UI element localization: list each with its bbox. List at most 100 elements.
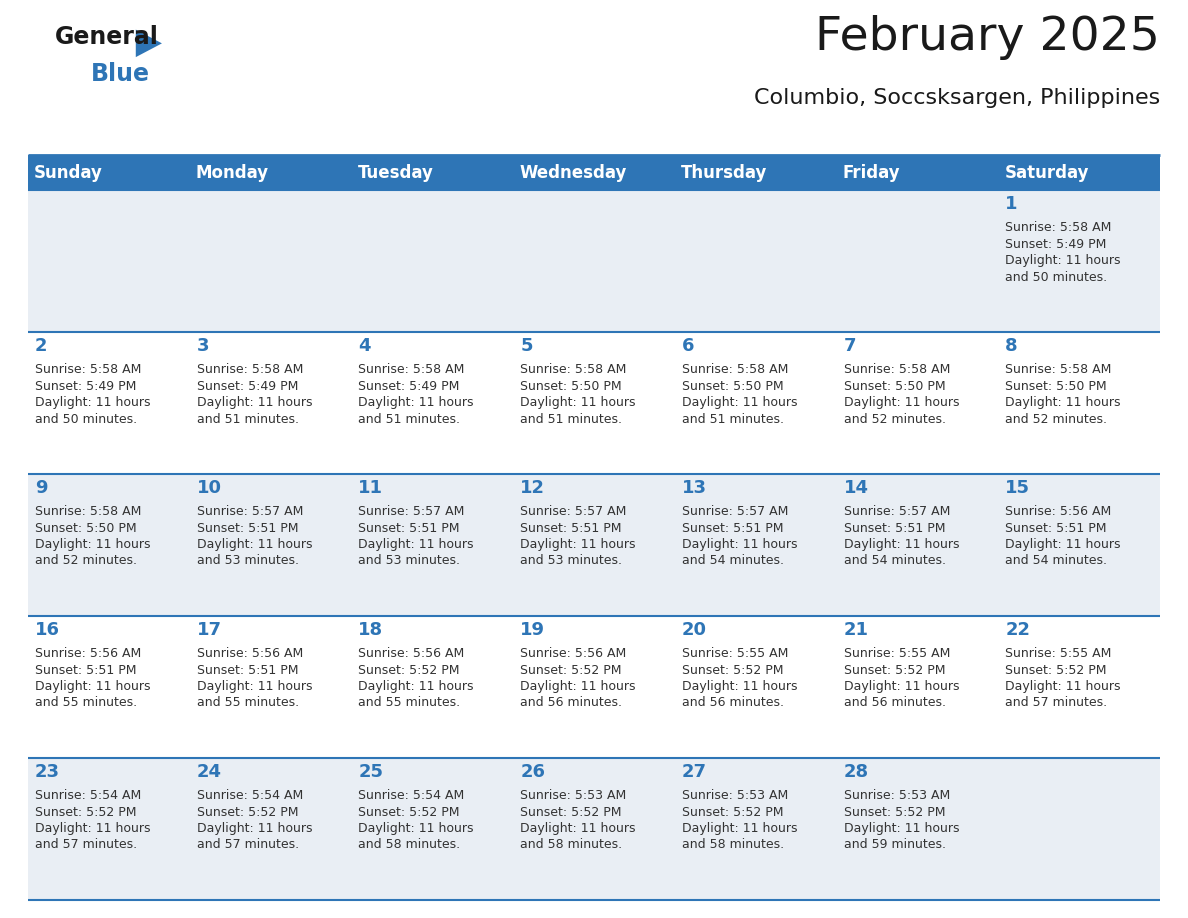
Bar	[836, 332, 998, 474]
Text: 16: 16	[34, 621, 61, 639]
Text: Friday: Friday	[842, 163, 901, 182]
Text: Sunset: 5:49 PM: Sunset: 5:49 PM	[34, 379, 137, 393]
Text: 27: 27	[682, 763, 707, 781]
Text: Daylight: 11 hours: Daylight: 11 hours	[520, 822, 636, 835]
Text: Sunset: 5:52 PM: Sunset: 5:52 PM	[682, 805, 783, 819]
Text: 14: 14	[843, 479, 868, 497]
Text: Sunrise: 5:57 AM: Sunrise: 5:57 AM	[843, 505, 950, 518]
Text: 5: 5	[520, 337, 532, 355]
Text: Daylight: 11 hours: Daylight: 11 hours	[843, 680, 959, 693]
Bar	[513, 616, 675, 758]
Text: Daylight: 11 hours: Daylight: 11 hours	[843, 538, 959, 551]
Text: Sunrise: 5:58 AM: Sunrise: 5:58 AM	[359, 363, 465, 376]
Text: Daylight: 11 hours: Daylight: 11 hours	[1005, 254, 1120, 267]
Bar	[190, 190, 352, 332]
Text: and 57 minutes.: and 57 minutes.	[1005, 697, 1107, 710]
Text: 17: 17	[197, 621, 222, 639]
Bar	[190, 474, 352, 616]
Text: 13: 13	[682, 479, 707, 497]
Text: Thursday: Thursday	[681, 163, 767, 182]
Bar	[513, 190, 675, 332]
Text: 10: 10	[197, 479, 222, 497]
Text: Sunrise: 5:56 AM: Sunrise: 5:56 AM	[1005, 505, 1112, 518]
Text: and 58 minutes.: and 58 minutes.	[520, 838, 623, 852]
Text: Sunrise: 5:58 AM: Sunrise: 5:58 AM	[682, 363, 788, 376]
Bar	[352, 332, 513, 474]
Bar	[352, 190, 513, 332]
Text: and 57 minutes.: and 57 minutes.	[34, 838, 137, 852]
Text: Daylight: 11 hours: Daylight: 11 hours	[359, 396, 474, 409]
Bar	[675, 155, 836, 190]
Bar	[675, 616, 836, 758]
Text: Sunset: 5:49 PM: Sunset: 5:49 PM	[359, 379, 460, 393]
Text: and 50 minutes.: and 50 minutes.	[34, 412, 137, 426]
Text: Sunrise: 5:55 AM: Sunrise: 5:55 AM	[682, 647, 788, 660]
Text: and 56 minutes.: and 56 minutes.	[843, 697, 946, 710]
Text: Sunrise: 5:53 AM: Sunrise: 5:53 AM	[843, 789, 950, 802]
Text: 1: 1	[1005, 195, 1018, 213]
Text: Daylight: 11 hours: Daylight: 11 hours	[520, 538, 636, 551]
Bar	[352, 474, 513, 616]
Bar	[29, 190, 190, 332]
Text: Daylight: 11 hours: Daylight: 11 hours	[682, 396, 797, 409]
Text: 11: 11	[359, 479, 384, 497]
Bar	[190, 758, 352, 900]
Text: Sunrise: 5:58 AM: Sunrise: 5:58 AM	[34, 363, 141, 376]
Text: Sunrise: 5:56 AM: Sunrise: 5:56 AM	[34, 647, 141, 660]
Text: 26: 26	[520, 763, 545, 781]
Text: and 57 minutes.: and 57 minutes.	[197, 838, 299, 852]
Bar	[29, 758, 190, 900]
Text: Daylight: 11 hours: Daylight: 11 hours	[843, 822, 959, 835]
Text: and 54 minutes.: and 54 minutes.	[1005, 554, 1107, 567]
Bar	[998, 190, 1159, 332]
Text: and 56 minutes.: and 56 minutes.	[520, 697, 623, 710]
Text: and 51 minutes.: and 51 minutes.	[520, 412, 623, 426]
Text: Sunset: 5:52 PM: Sunset: 5:52 PM	[520, 805, 621, 819]
Text: 12: 12	[520, 479, 545, 497]
Text: Daylight: 11 hours: Daylight: 11 hours	[197, 538, 312, 551]
Text: Daylight: 11 hours: Daylight: 11 hours	[1005, 538, 1120, 551]
Text: Daylight: 11 hours: Daylight: 11 hours	[1005, 680, 1120, 693]
Bar	[352, 155, 513, 190]
Bar	[513, 474, 675, 616]
Text: and 56 minutes.: and 56 minutes.	[682, 697, 784, 710]
Text: 7: 7	[843, 337, 857, 355]
Text: Tuesday: Tuesday	[358, 163, 434, 182]
Text: Sunset: 5:52 PM: Sunset: 5:52 PM	[843, 664, 946, 677]
Text: and 58 minutes.: and 58 minutes.	[359, 838, 461, 852]
Text: Sunrise: 5:56 AM: Sunrise: 5:56 AM	[520, 647, 626, 660]
Text: Columbio, Soccsksargen, Philippines: Columbio, Soccsksargen, Philippines	[753, 88, 1159, 108]
Text: Daylight: 11 hours: Daylight: 11 hours	[197, 822, 312, 835]
Text: Sunset: 5:49 PM: Sunset: 5:49 PM	[197, 379, 298, 393]
Bar	[675, 474, 836, 616]
Text: Daylight: 11 hours: Daylight: 11 hours	[359, 822, 474, 835]
Text: Daylight: 11 hours: Daylight: 11 hours	[197, 396, 312, 409]
Text: and 58 minutes.: and 58 minutes.	[682, 838, 784, 852]
Text: Sunset: 5:51 PM: Sunset: 5:51 PM	[843, 521, 946, 534]
Text: Sunrise: 5:58 AM: Sunrise: 5:58 AM	[520, 363, 626, 376]
Text: Sunset: 5:51 PM: Sunset: 5:51 PM	[682, 521, 783, 534]
Text: Sunset: 5:51 PM: Sunset: 5:51 PM	[197, 521, 298, 534]
Text: Sunset: 5:52 PM: Sunset: 5:52 PM	[1005, 664, 1107, 677]
Text: Sunday: Sunday	[34, 163, 103, 182]
Text: 21: 21	[843, 621, 868, 639]
Text: Sunset: 5:50 PM: Sunset: 5:50 PM	[682, 379, 783, 393]
Text: Daylight: 11 hours: Daylight: 11 hours	[34, 396, 151, 409]
Text: Sunset: 5:52 PM: Sunset: 5:52 PM	[34, 805, 137, 819]
Text: 2: 2	[34, 337, 48, 355]
Text: and 51 minutes.: and 51 minutes.	[197, 412, 298, 426]
Text: Monday: Monday	[196, 163, 268, 182]
Polygon shape	[135, 29, 162, 57]
Text: Daylight: 11 hours: Daylight: 11 hours	[682, 538, 797, 551]
Bar	[190, 155, 352, 190]
Text: 3: 3	[197, 337, 209, 355]
Text: Daylight: 11 hours: Daylight: 11 hours	[520, 396, 636, 409]
Bar	[998, 155, 1159, 190]
Text: Sunrise: 5:58 AM: Sunrise: 5:58 AM	[1005, 221, 1112, 234]
Bar	[836, 190, 998, 332]
Text: Sunrise: 5:55 AM: Sunrise: 5:55 AM	[1005, 647, 1112, 660]
Text: 28: 28	[843, 763, 868, 781]
Text: Sunrise: 5:57 AM: Sunrise: 5:57 AM	[359, 505, 465, 518]
Text: 20: 20	[682, 621, 707, 639]
Text: Sunset: 5:50 PM: Sunset: 5:50 PM	[520, 379, 621, 393]
